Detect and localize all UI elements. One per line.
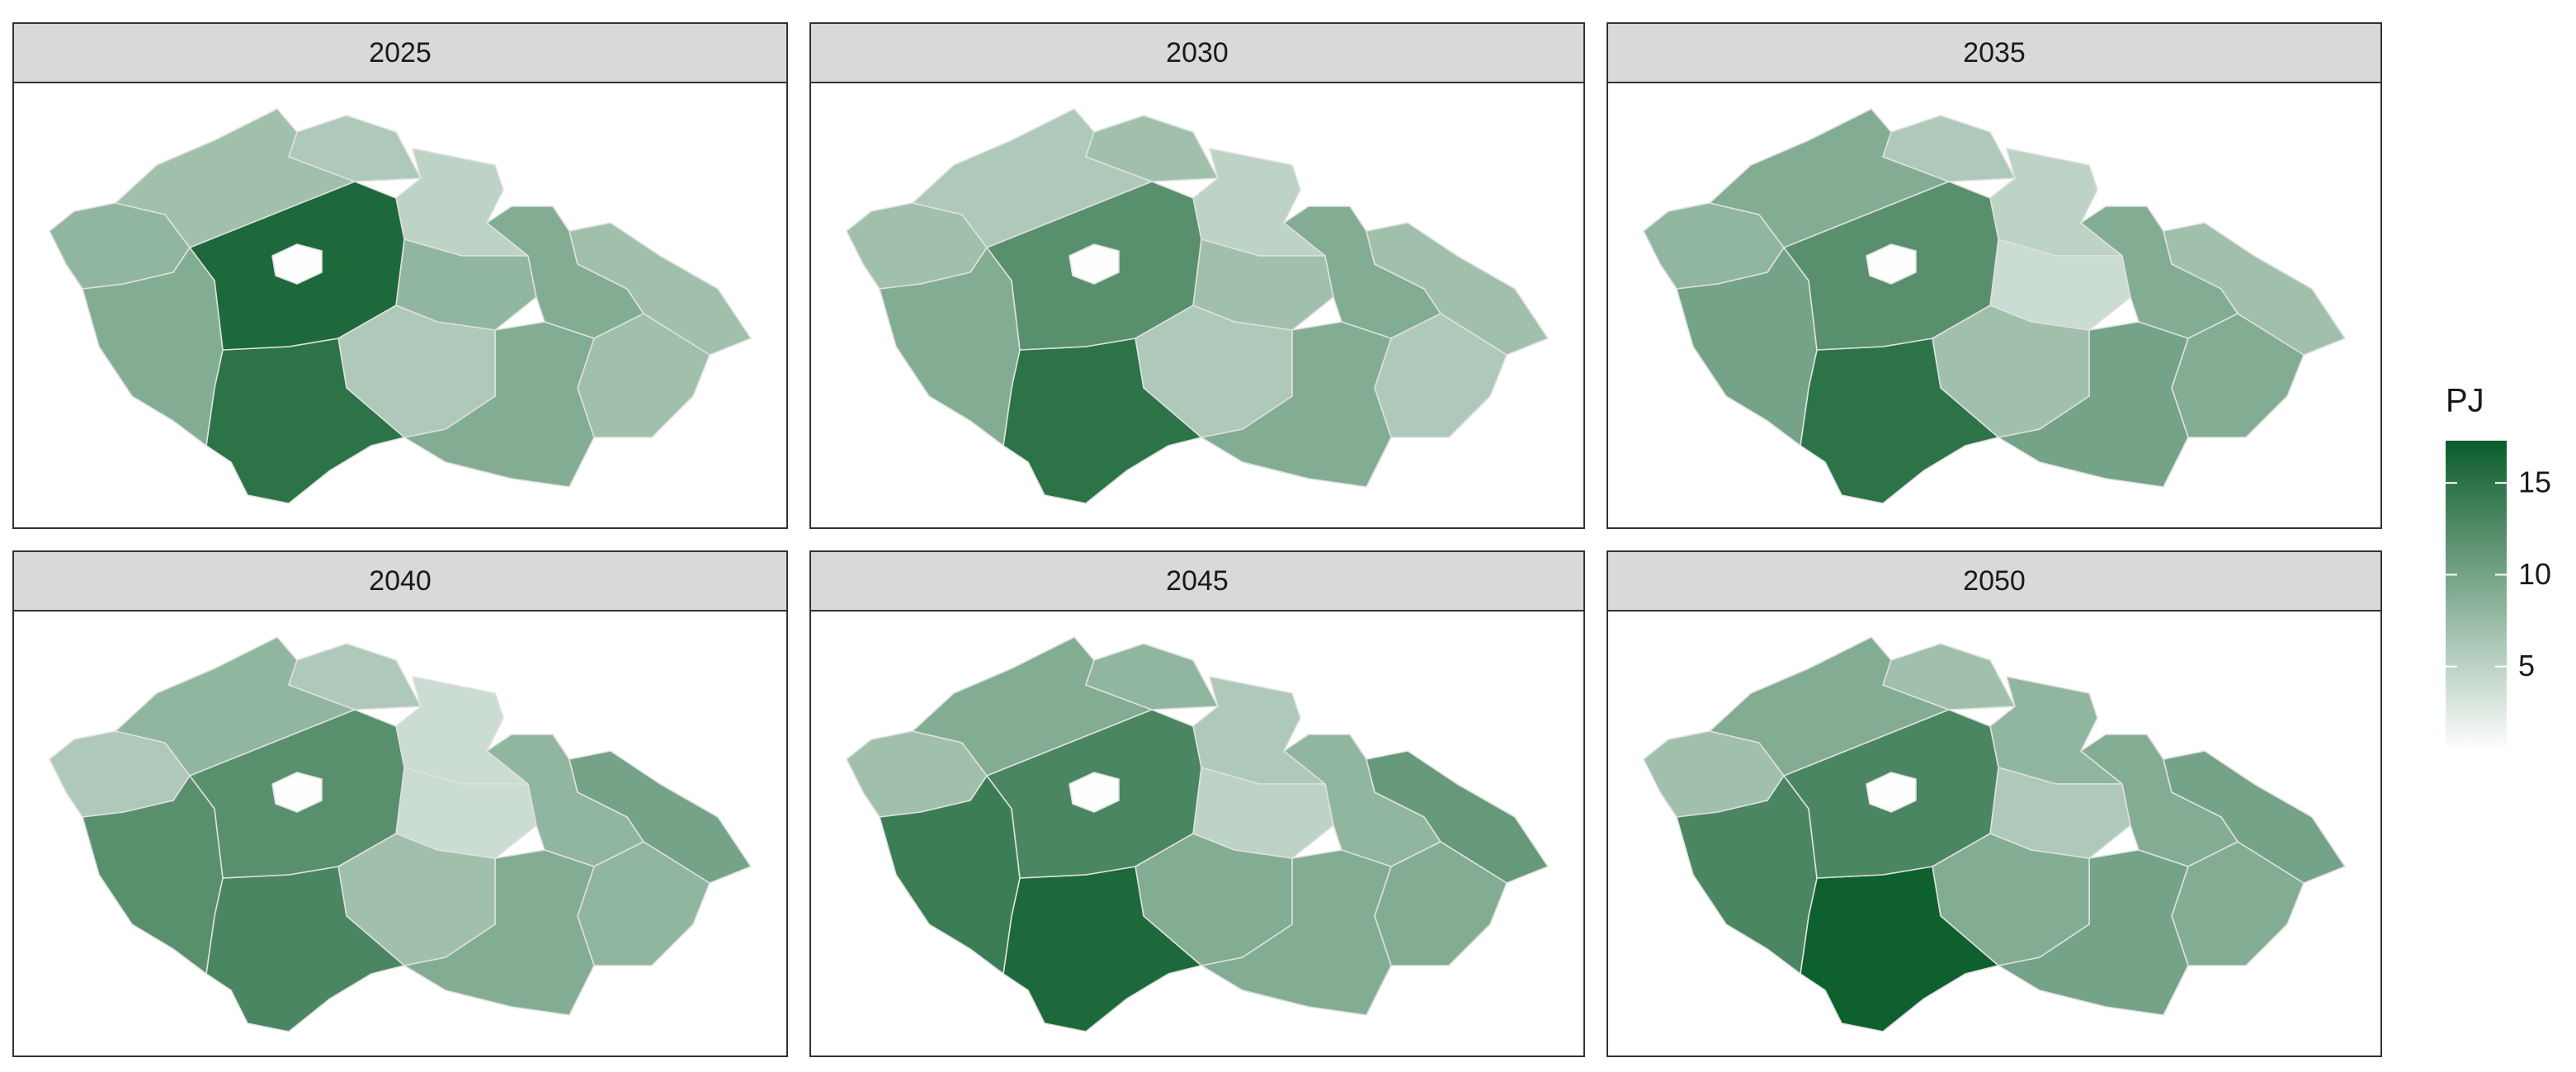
region bbox=[271, 243, 323, 285]
region bbox=[569, 222, 752, 356]
map bbox=[846, 636, 1549, 1032]
facet-title: 2050 bbox=[1963, 565, 2026, 597]
colorbar bbox=[2446, 441, 2507, 751]
facet-title: 2025 bbox=[369, 37, 432, 68]
facet-strip bbox=[12, 22, 788, 83]
facet-title: 2040 bbox=[369, 565, 432, 597]
region bbox=[2163, 222, 2346, 356]
facet-title: 2030 bbox=[1166, 37, 1229, 68]
region bbox=[82, 247, 224, 446]
region bbox=[82, 775, 224, 975]
colorbar-label: 5 bbox=[2518, 649, 2535, 682]
map bbox=[1643, 108, 2346, 504]
region bbox=[1866, 243, 1917, 285]
region bbox=[1366, 222, 1549, 356]
map bbox=[49, 636, 752, 1032]
colorbar-label: 15 bbox=[2518, 465, 2551, 499]
facet-title: 2045 bbox=[1166, 565, 1229, 597]
region bbox=[1069, 772, 1120, 813]
region bbox=[879, 775, 1021, 975]
legend-title: PJ bbox=[2446, 383, 2484, 419]
colorbar-label: 10 bbox=[2518, 557, 2551, 591]
region bbox=[1866, 772, 1917, 813]
region bbox=[1676, 247, 1818, 446]
region bbox=[2163, 750, 2346, 884]
map bbox=[49, 108, 752, 504]
map bbox=[846, 108, 1549, 504]
region bbox=[879, 247, 1021, 446]
region bbox=[271, 772, 323, 813]
facet-title: 2035 bbox=[1963, 37, 2026, 68]
map bbox=[1643, 636, 2346, 1032]
region bbox=[569, 750, 752, 884]
region bbox=[1069, 243, 1120, 285]
region bbox=[1366, 750, 1549, 884]
facet-strip bbox=[1606, 550, 2382, 612]
region bbox=[1676, 775, 1818, 975]
